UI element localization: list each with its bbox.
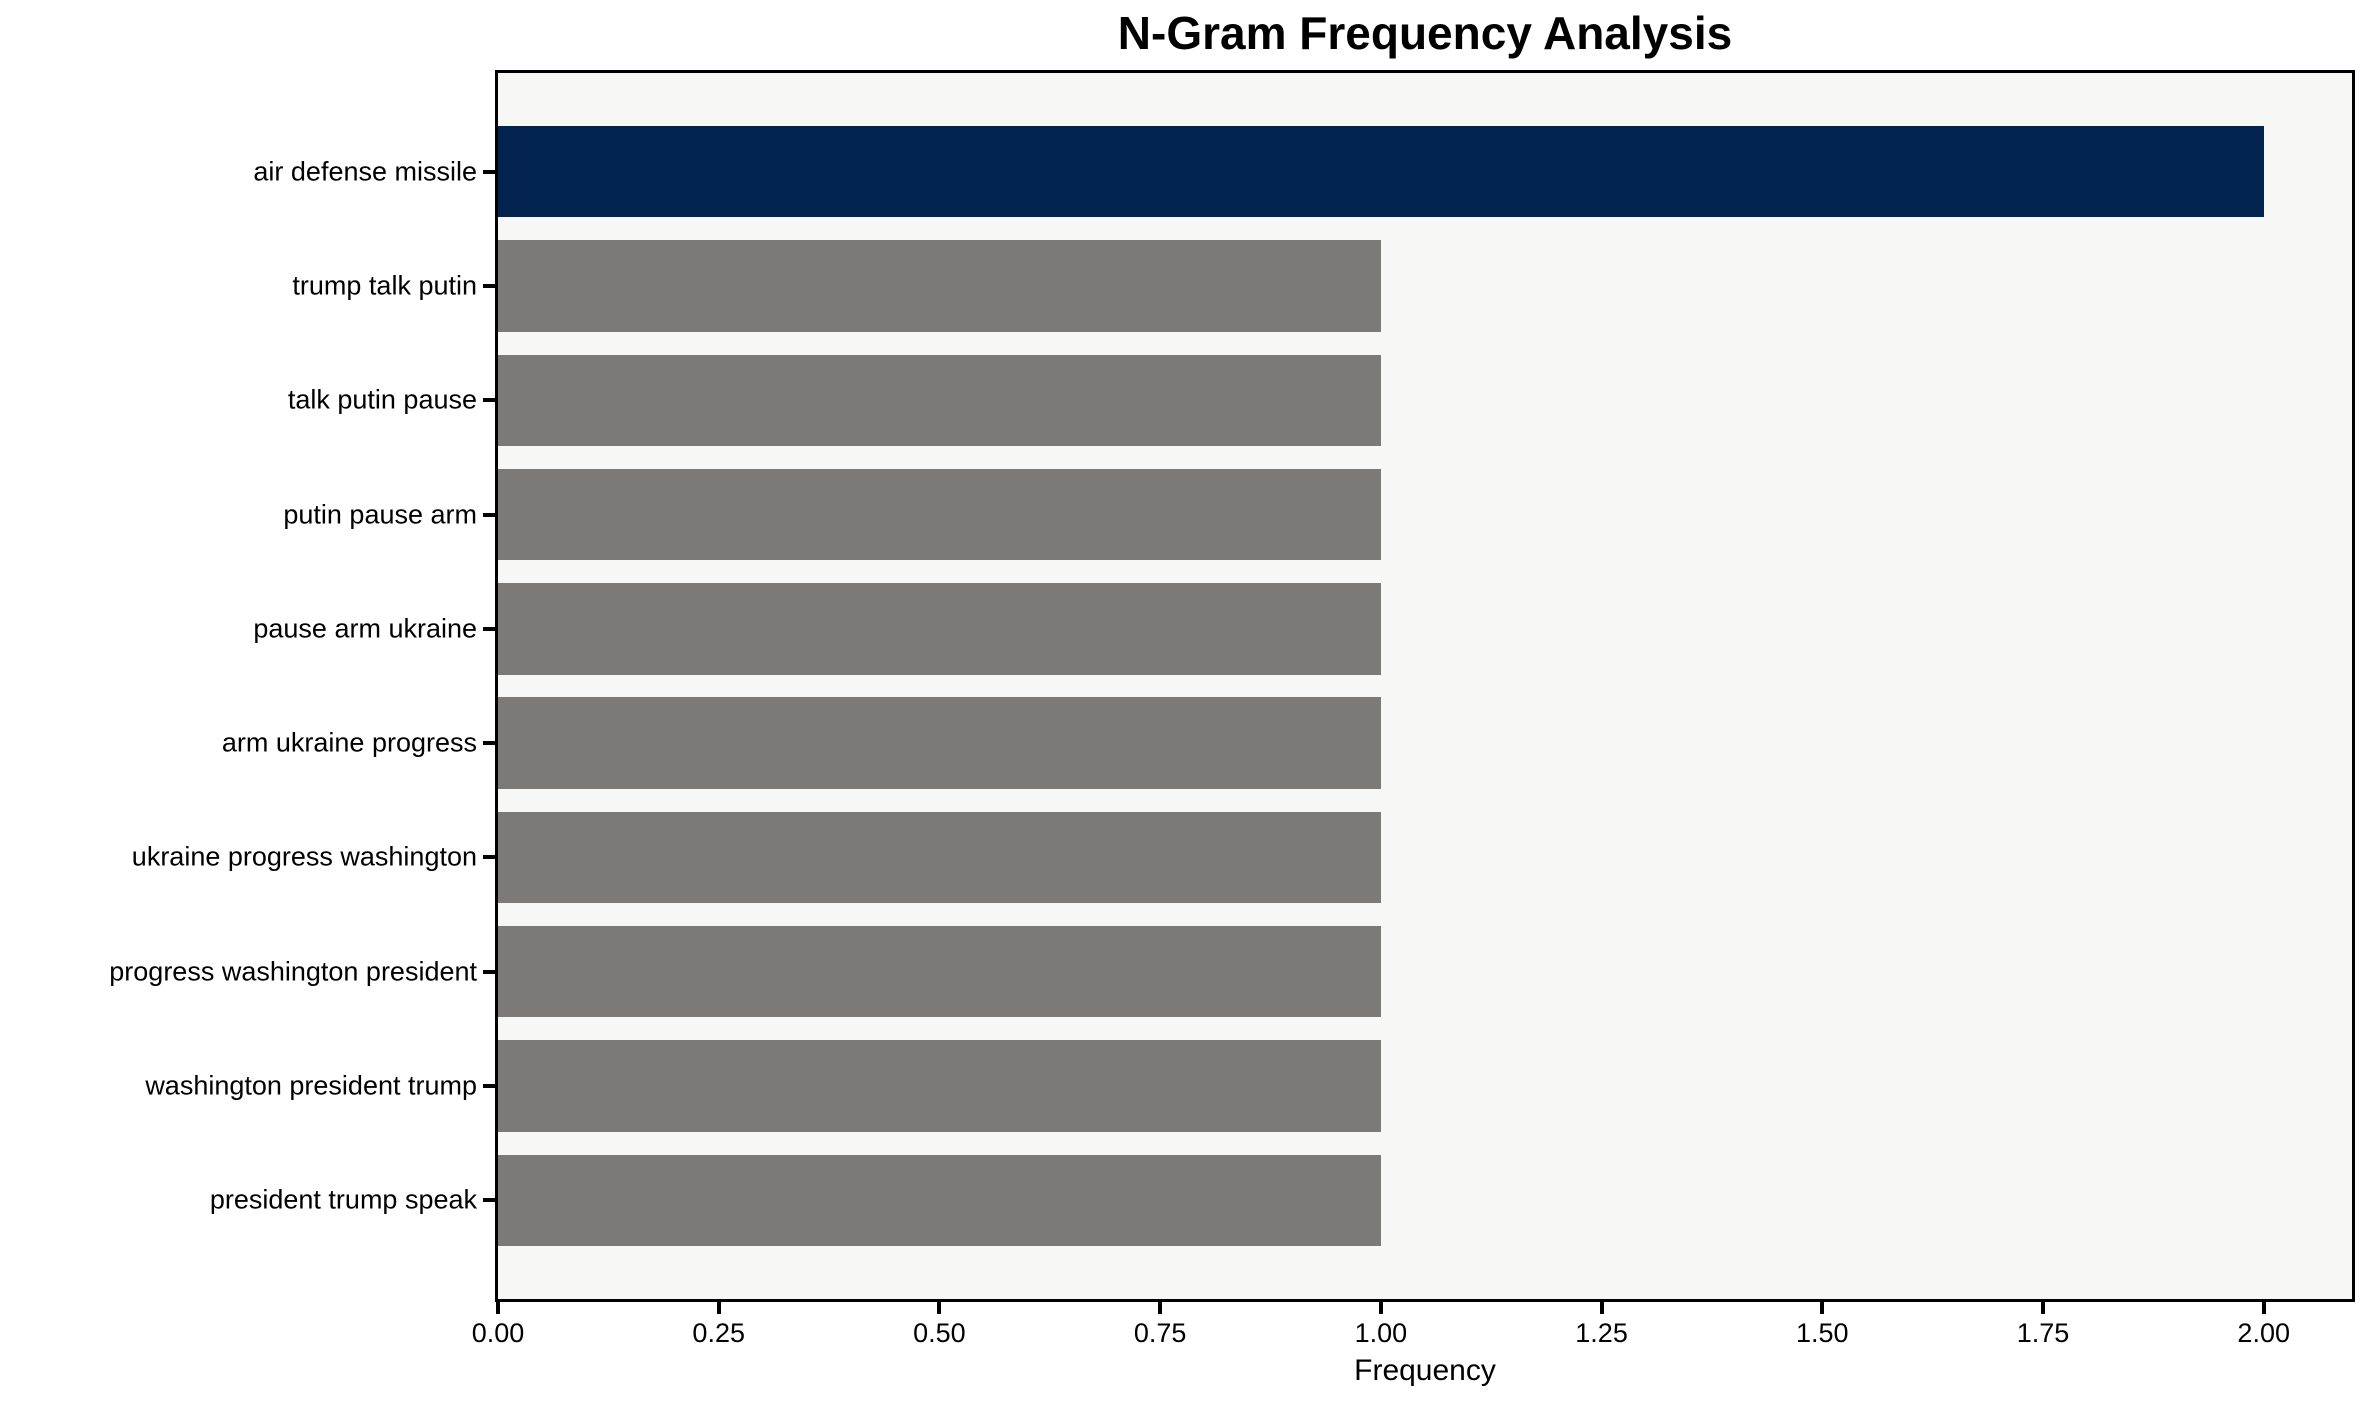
y-tick-label: talk putin pause xyxy=(287,384,477,415)
x-tick-mark xyxy=(496,1302,500,1314)
y-tick-label: ukraine progress washington xyxy=(131,841,477,872)
x-tick-mark xyxy=(937,1302,942,1314)
y-tick-label: pause arm ukraine xyxy=(253,613,477,644)
x-tick-label: 0.75 xyxy=(1133,1318,1187,1348)
y-tick-mark xyxy=(483,626,495,631)
y-tick-label: air defense missile xyxy=(253,156,477,187)
y-tick-mark xyxy=(483,1198,495,1203)
bar xyxy=(498,468,1381,561)
bar xyxy=(498,354,1381,446)
x-tick-label: 0.50 xyxy=(913,1318,966,1348)
bar xyxy=(498,1040,1381,1132)
y-tick-label: trump talk putin xyxy=(292,270,477,301)
y-tick-mark xyxy=(483,1084,495,1088)
x-tick-label: 0.25 xyxy=(692,1318,745,1348)
x-tick-label: 1.25 xyxy=(1575,1318,1628,1348)
bar xyxy=(498,1154,1381,1246)
y-tick-label: putin pause arm xyxy=(283,499,477,530)
y-tick-mark xyxy=(483,969,495,974)
y-tick-mark xyxy=(483,169,495,174)
x-tick-mark xyxy=(2261,1302,2266,1314)
y-tick-label: washington president trump xyxy=(145,1070,477,1101)
bar xyxy=(498,811,1381,904)
x-tick-mark xyxy=(716,1302,721,1314)
x-tick-label: 1.00 xyxy=(1354,1318,1408,1348)
plot-area xyxy=(495,70,2355,1302)
bar xyxy=(498,697,1381,789)
x-tick-label: 1.75 xyxy=(2016,1318,2070,1348)
y-tick-mark xyxy=(483,284,495,288)
y-tick-mark xyxy=(483,855,495,860)
x-axis-label: Frequency xyxy=(1354,1354,1496,1387)
x-tick-mark xyxy=(1820,1302,1825,1314)
bar xyxy=(498,240,1381,332)
y-tick-label: progress washington president xyxy=(109,956,477,987)
x-tick-label: 0.00 xyxy=(471,1318,525,1348)
y-tick-label: arm ukraine progress xyxy=(221,727,477,758)
y-tick-mark xyxy=(483,741,495,746)
bar xyxy=(498,126,2264,218)
x-tick-mark xyxy=(1378,1302,1383,1314)
x-tick-mark xyxy=(2041,1302,2045,1314)
x-tick-mark xyxy=(1158,1302,1163,1314)
bar xyxy=(498,926,1381,1018)
y-tick-mark xyxy=(483,398,495,403)
x-tick-label: 1.50 xyxy=(1796,1318,1849,1348)
y-tick-label: president trump speak xyxy=(209,1184,477,1215)
chart-title: N-Gram Frequency Analysis xyxy=(1117,7,1733,59)
x-tick-mark xyxy=(1599,1302,1604,1314)
x-tick-label: 2.00 xyxy=(2237,1318,2290,1348)
y-tick-mark xyxy=(483,512,495,517)
bar xyxy=(498,583,1381,675)
